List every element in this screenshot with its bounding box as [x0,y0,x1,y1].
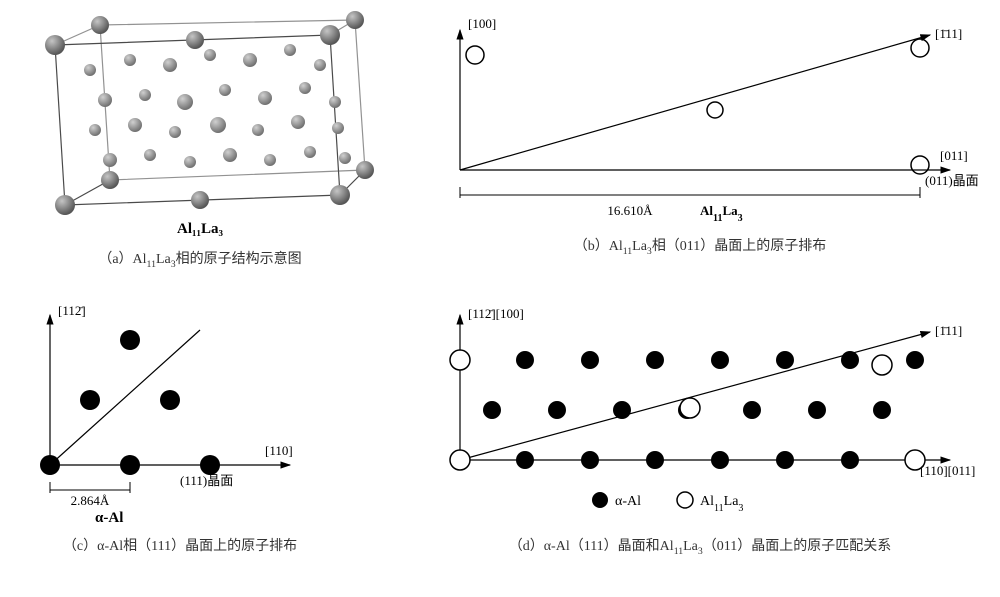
c-dim-label: 2.864Å [71,493,110,508]
panel-d-caption: （d）α-Al（111）晶面和Al11La3（011）晶面上的原子匹配关系 [420,535,980,557]
b-diag-label: [1̄11] [935,26,962,41]
panel-b-svg: [100] [1̄11] [011] (011)晶面 16.610Å Al11L… [420,10,980,225]
panel-b: [100] [1̄11] [011] (011)晶面 16.610Å Al11L… [420,10,980,257]
c-x-axis-label: [110] [265,443,293,458]
panel-c-caption: （c）α-Al相（111）晶面上的原子排布 [20,535,340,555]
b-dim-label: 16.610Å [607,203,653,218]
panel-d: [112̄][100] [1̄11] [110][011] α-Al Al11La… [420,300,980,557]
d-x-axis-label: [110][011] [920,463,975,478]
d-legend: α-Al Al11La3 [592,492,743,514]
svg-text:Al11La3: Al11La3 [700,494,743,514]
c-plane-label: (111)晶面 [180,473,233,488]
panel-a-formula: Al₁₁La₃ [20,220,380,238]
panel-a: Al₁₁La₃ （a）Al11La3相的原子结构示意图 [20,10,380,270]
b-plane-label: (011)晶面 [925,173,979,188]
b-y-axis-label: [100] [468,16,496,31]
panel-c: [112̄] [110] (111)晶面 2.864Å α-Al （c）α-Al… [20,300,340,555]
c-formula: α-Al [95,510,123,525]
d-y-axis-label: [112̄][100] [468,306,524,321]
panel-d-svg: [112̄][100] [1̄11] [110][011] α-Al Al11La… [420,300,980,525]
d-diag-label: [1̄11] [935,323,962,338]
b-formula: Al11La3 [700,203,743,224]
b-x-axis-label: [011] [940,148,968,163]
panel-c-svg: [112̄] [110] (111)晶面 2.864Å α-Al [20,300,320,525]
panel-b-caption: （b）Al11La3相（011）晶面上的原子排布 [420,235,980,257]
panel-a-svg [20,10,380,220]
c-y-axis-label: [112̄] [58,303,86,318]
svg-text:α-Al: α-Al [615,494,641,509]
panel-a-caption: （a）Al11La3相的原子结构示意图 [20,248,380,270]
